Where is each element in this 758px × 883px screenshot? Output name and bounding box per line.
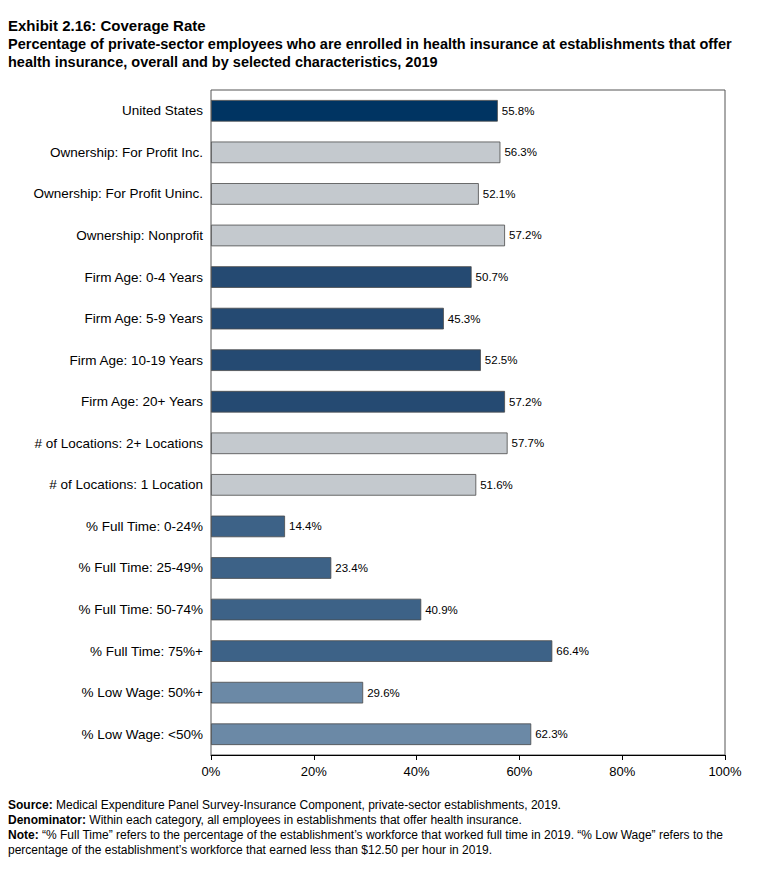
svg-text:Ownership: For Profit Inc.: Ownership: For Profit Inc. [50, 145, 203, 160]
html-text:Percentage of private-sector e: Percentage of private-sector employees w… [8, 36, 732, 70]
svg-text:0%: 0% [202, 764, 221, 779]
svg-text:57.2%: 57.2% [509, 229, 542, 241]
svg-text:66.4%: 66.4% [556, 645, 589, 657]
svg-text:Ownership: Nonprofit: Ownership: Nonprofit [76, 228, 203, 243]
svg-text:57.7%: 57.7% [512, 437, 545, 449]
svg-text:Firm Age: 20+ Years: Firm Age: 20+ Years [81, 394, 203, 409]
svg-text:% Low Wage: 50%+: % Low Wage: 50%+ [82, 685, 204, 700]
svg-text:Firm Age: 5-9 Years: Firm Age: 5-9 Years [84, 311, 203, 326]
svg-text:Firm Age: 10-19 Years: Firm Age: 10-19 Years [69, 353, 203, 368]
svg-text:# of Locations: 2+ Locations: # of Locations: 2+ Locations [35, 436, 204, 451]
svg-text:40.9%: 40.9% [425, 604, 458, 616]
svg-text:52.1%: 52.1% [483, 188, 516, 200]
svg-text:100%: 100% [708, 764, 742, 779]
html-text:Source: Medical Expenditure Pa: Source: Medical Expenditure Panel Survey… [8, 798, 561, 812]
svg-text:% Full Time: 50-74%: % Full Time: 50-74% [78, 602, 203, 617]
svg-text:52.5%: 52.5% [485, 354, 518, 366]
svg-text:14.4%: 14.4% [289, 520, 322, 532]
svg-text:57.2%: 57.2% [509, 396, 542, 408]
html-text:Exhibit 2.16: Coverage Rate: Exhibit 2.16: Coverage Rate [8, 17, 206, 34]
svg-text:# of Locations: 1 Location: # of Locations: 1 Location [49, 477, 203, 492]
svg-text:% Full Time: 75%+: % Full Time: 75%+ [90, 644, 203, 659]
svg-text:% Full Time: 0-24%: % Full Time: 0-24% [86, 519, 203, 534]
svg-text:% Low Wage: <50%: % Low Wage: <50% [82, 727, 203, 742]
svg-text:80%: 80% [609, 764, 635, 779]
svg-text:29.6%: 29.6% [367, 687, 400, 699]
svg-text:20%: 20% [301, 764, 327, 779]
svg-text:56.3%: 56.3% [504, 146, 537, 158]
svg-text:40%: 40% [404, 764, 430, 779]
svg-text:51.6%: 51.6% [480, 479, 513, 491]
html-text:Denominator: Within each categ: Denominator: Within each category, all e… [8, 813, 522, 827]
svg-text:55.8%: 55.8% [502, 105, 535, 117]
svg-text:Ownership: For Profit Uninc.: Ownership: For Profit Uninc. [33, 186, 203, 201]
svg-text:62.3%: 62.3% [535, 728, 568, 740]
svg-text:Firm Age: 0-4 Years: Firm Age: 0-4 Years [84, 270, 203, 285]
svg-text:50.7%: 50.7% [476, 271, 509, 283]
svg-text:45.3%: 45.3% [448, 313, 481, 325]
svg-text:60%: 60% [506, 764, 532, 779]
svg-text:23.4%: 23.4% [335, 562, 368, 574]
svg-text:% Full Time: 25-49%: % Full Time: 25-49% [78, 560, 203, 575]
html-text:Note: “% Full Time” refers to: Note: “% Full Time” refers to the percen… [8, 828, 723, 857]
svg-text:United States: United States [122, 103, 203, 118]
